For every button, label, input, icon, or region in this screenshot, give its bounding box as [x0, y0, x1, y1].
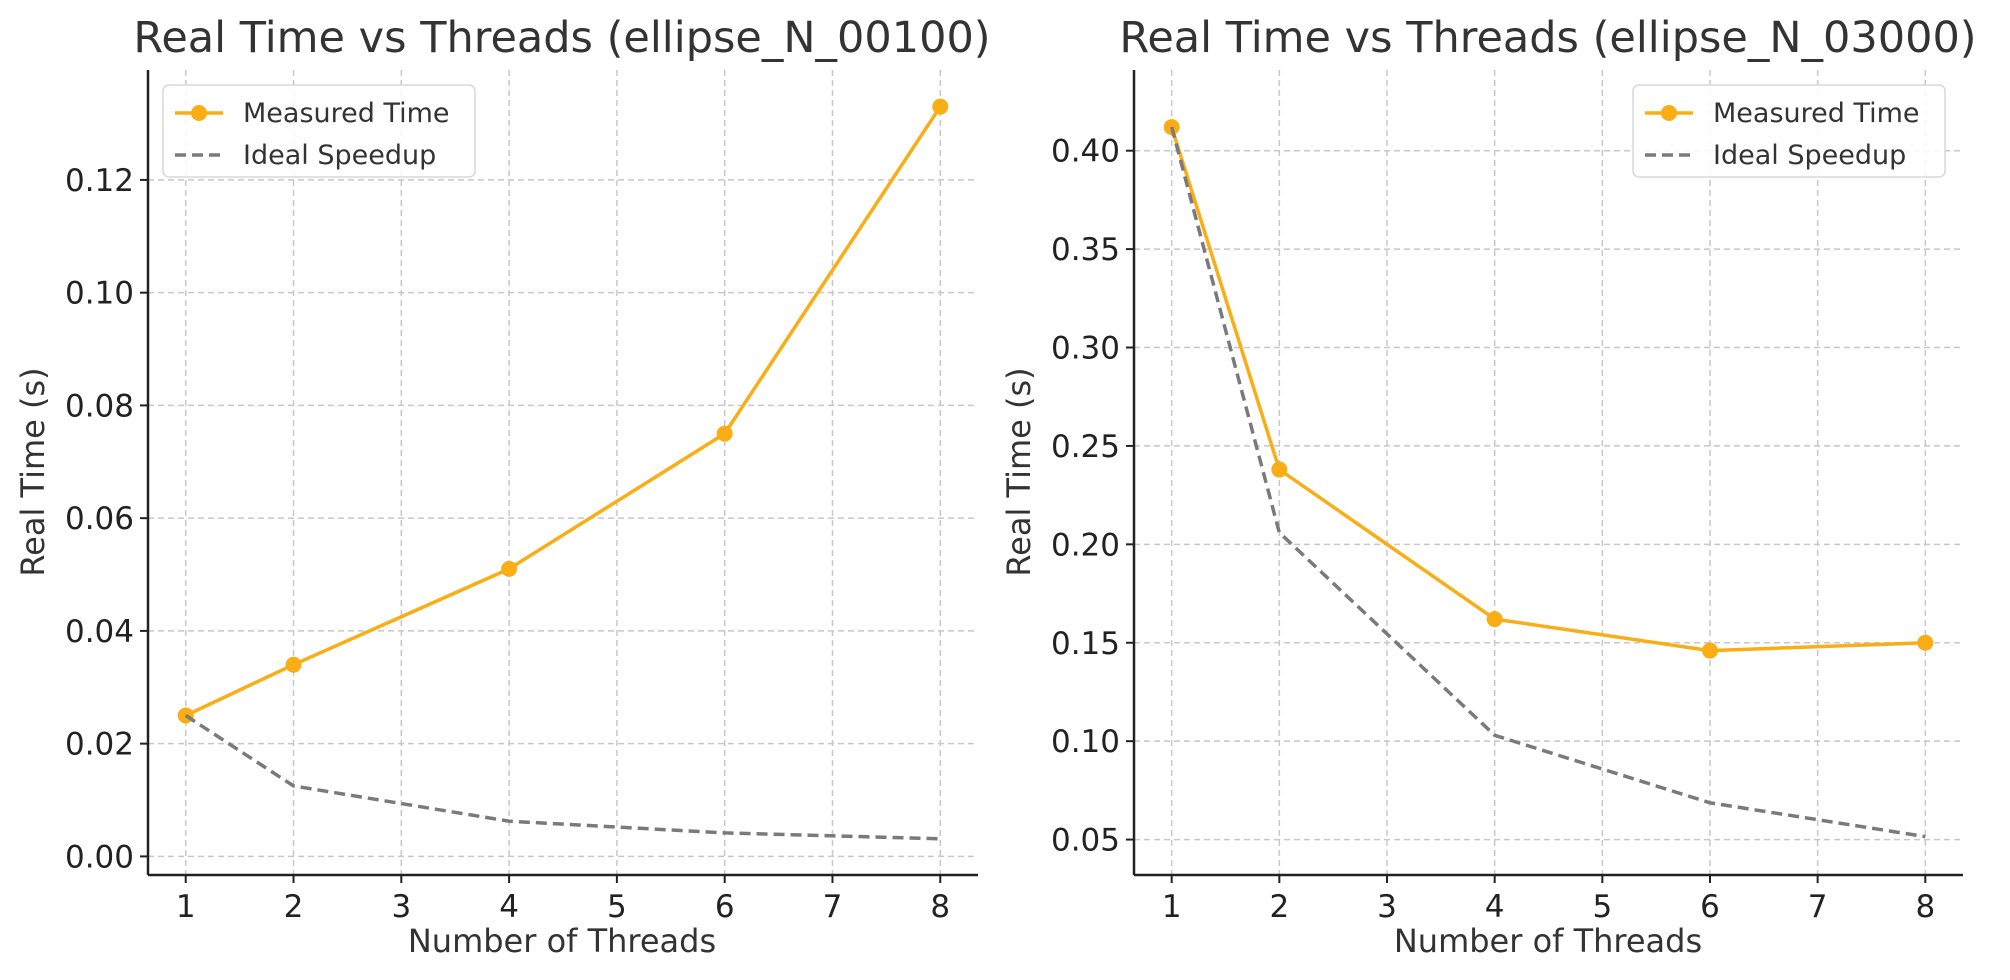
- y-tick-label: 0.00: [65, 839, 134, 875]
- y-tick-label: 0.05: [1051, 823, 1120, 859]
- measured-time-point: [716, 425, 733, 442]
- measured-time-point: [501, 560, 518, 577]
- y-tick-label: 0.20: [1051, 527, 1120, 563]
- grid: [1134, 70, 1963, 875]
- x-tick-label: 4: [499, 889, 519, 925]
- legend-label: Measured Time: [1713, 98, 1920, 129]
- axes: 1 2 3 4 5 6 7 8 0.05 0.10 0.15 0.20 0.25 0.30 0.35 0.40: [1051, 70, 1963, 925]
- x-tick-label: 6: [1700, 889, 1720, 925]
- x-tick-label: 1: [176, 889, 196, 925]
- x-tick-label: 8: [1915, 889, 1935, 925]
- x-tick-label: 2: [284, 889, 304, 925]
- x-tick-label: 7: [823, 889, 843, 925]
- y-tick-label: 0.10: [1051, 724, 1120, 760]
- x-tick-label: 3: [1377, 889, 1397, 925]
- x-tick-label: 7: [1808, 889, 1828, 925]
- measured-time-point: [1701, 642, 1718, 659]
- legend-label: Ideal Speedup: [243, 140, 436, 171]
- x-tick-label: 6: [715, 889, 735, 925]
- y-axis-label: Real Time (s): [1000, 367, 1038, 576]
- axes: 1 2 3 4 5 6 7 8 0.00 0.02 0.04 0.06 0.08 0.10 0.12: [65, 70, 978, 925]
- x-tick-label: 5: [607, 889, 627, 925]
- measured-time-point: [1486, 611, 1503, 628]
- legend-label: Measured Time: [243, 98, 450, 129]
- x-tick-label: 8: [930, 889, 950, 925]
- series-layer: [1163, 119, 1934, 839]
- y-tick-label: 0.30: [1051, 331, 1120, 367]
- y-tick-label: 0.02: [65, 727, 134, 763]
- measured-time-point: [1271, 461, 1288, 478]
- x-tick-label: 2: [1269, 889, 1289, 925]
- x-tick-label: 3: [391, 889, 411, 925]
- legend-label: Ideal Speedup: [1713, 140, 1906, 171]
- legend: Measured Time Ideal Speedup: [162, 84, 476, 178]
- y-tick-label: 0.04: [65, 614, 134, 650]
- y-axis-label: Real Time (s): [14, 367, 52, 576]
- y-tick-label: 0.35: [1051, 232, 1120, 268]
- measured-time-point: [1163, 119, 1180, 136]
- y-tick-label: 0.08: [65, 388, 134, 424]
- y-tick-label: 0.12: [65, 163, 134, 199]
- grid: [148, 70, 978, 875]
- measured-time-line: [184, 105, 942, 718]
- x-tick-label: 1: [1162, 889, 1182, 925]
- series-layer: [177, 98, 949, 841]
- legend-marker: [191, 105, 207, 121]
- legend: Measured Time Ideal Speedup: [1632, 84, 1946, 178]
- x-tick-label: 5: [1592, 889, 1612, 925]
- chart-title: Real Time vs Threads (ellipse_N_00100): [133, 13, 990, 63]
- y-tick-label: 0.06: [65, 501, 134, 537]
- legend-marker: [1661, 105, 1677, 121]
- chart-ellipse-n-03000: Real Time vs Threads (ellipse_N_03000) 1…: [1000, 13, 1977, 960]
- ideal-speedup-line: [1170, 126, 1926, 839]
- measured-time-point: [285, 656, 302, 673]
- measured-time-point: [1917, 634, 1934, 651]
- chart-title: Real Time vs Threads (ellipse_N_03000): [1119, 13, 1976, 63]
- y-tick-label: 0.25: [1051, 429, 1120, 465]
- ideal-speedup-line: [184, 714, 941, 841]
- measured-time-line: [1170, 126, 1926, 653]
- measured-time-point: [932, 98, 949, 115]
- chart-ellipse-n-00100: Real Time vs Threads (ellipse_N_00100) 1…: [14, 13, 991, 960]
- x-axis-label: Number of Threads: [1394, 922, 1702, 960]
- legend-box: [1632, 84, 1946, 178]
- legend-box: [162, 84, 476, 178]
- y-tick-label: 0.15: [1051, 626, 1120, 662]
- y-tick-label: 0.40: [1051, 134, 1120, 170]
- x-tick-label: 4: [1485, 889, 1505, 925]
- x-axis-label: Number of Threads: [408, 922, 716, 960]
- y-tick-label: 0.10: [65, 276, 134, 312]
